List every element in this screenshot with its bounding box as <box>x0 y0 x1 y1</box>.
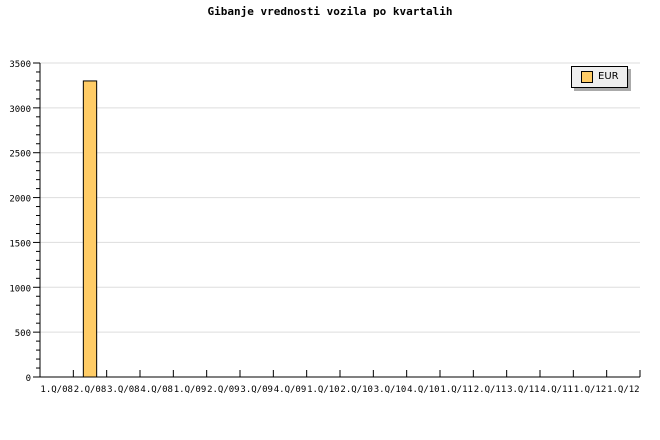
x-tick-label: 3.Q/09 <box>240 385 273 395</box>
x-tick-label: 3.Q/11 <box>507 385 540 395</box>
x-tick-label: 4.Q/09 <box>274 385 307 395</box>
legend: EUR <box>571 66 628 88</box>
x-tick-label: 1.Q/09 <box>174 385 207 395</box>
chart-title: Gibanje vrednosti vozila po kvartalih <box>207 5 453 18</box>
y-tick-label: 2500 <box>9 150 31 160</box>
y-tick-label: 1000 <box>9 284 31 294</box>
legend-label: EUR <box>598 71 619 82</box>
x-tick-label: 2.Q/09 <box>207 385 240 395</box>
y-tick-label: 500 <box>15 329 31 339</box>
x-tick-label: 2.Q/08 <box>74 385 107 395</box>
x-tick-label: 4.Q/11 <box>540 385 573 395</box>
y-tick-label: 3000 <box>9 105 31 115</box>
y-tick-label: 1500 <box>9 239 31 249</box>
x-tick-label: 1.Q/11 <box>440 385 473 395</box>
x-tick-label: 3.Q/08 <box>107 385 140 395</box>
y-tick-label: 0 <box>26 374 31 384</box>
x-tick-label: 4.Q/08 <box>140 385 173 395</box>
x-tick-label: 1.Q/08 <box>40 385 73 395</box>
bar <box>82 80 98 378</box>
x-tick-label: 2.Q/10 <box>340 385 373 395</box>
x-tick-label: 1.Q/12 <box>574 385 607 395</box>
y-tick-label: 2000 <box>9 195 31 205</box>
y-tick-label: 3500 <box>9 60 31 70</box>
legend-swatch <box>581 71 593 83</box>
x-tick-label: 2.Q/11 <box>474 385 507 395</box>
x-tick-label: 1.Q/10 <box>307 385 340 395</box>
x-tick-label: 4.Q/10 <box>407 385 440 395</box>
x-tick-label: 3.Q/10 <box>374 385 407 395</box>
x-tick-label: 1.Q/12 <box>607 385 640 395</box>
